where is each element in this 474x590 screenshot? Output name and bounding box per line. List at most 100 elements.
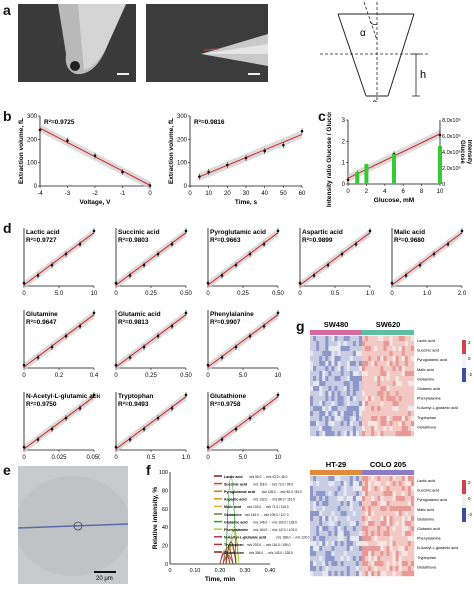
d5-xtick-label: 0 (22, 373, 26, 379)
g-heat-cell (334, 526, 338, 532)
g-heat-cell (319, 341, 323, 347)
g-heat-cell (407, 416, 412, 422)
g-heat-cell (398, 336, 402, 342)
g-heat-cell (383, 571, 387, 577)
g-heat-cell (340, 341, 344, 347)
g-heat-cell (346, 426, 350, 432)
g-heat-cell (389, 341, 393, 347)
g-heat-cell (319, 566, 323, 572)
g-heat-cell (377, 426, 381, 432)
g-heat-cell (392, 361, 396, 367)
g-heat-cell (337, 381, 341, 387)
g-heat-cell (328, 391, 332, 397)
g-heat-cell (395, 536, 399, 542)
g-heat-cell (401, 486, 406, 492)
g-heat-cell (407, 361, 412, 367)
g-heat-cell (325, 476, 329, 482)
g-heat-cell (386, 376, 390, 382)
g-heat-cell (368, 526, 372, 532)
g-heat-cell (383, 481, 387, 487)
g-heat-cell (319, 426, 323, 432)
g-heat-cell (386, 521, 390, 527)
g-heat-cell (365, 341, 369, 347)
g-heat-cell (346, 431, 350, 437)
g-heat-cell (404, 486, 409, 492)
g-heat-cell (349, 376, 354, 382)
g-heat-cell (362, 376, 366, 382)
g-heat-cell (325, 386, 329, 392)
g-heat-cell (316, 511, 320, 517)
d7-data-point (248, 334, 252, 338)
g-heat-cell (374, 426, 378, 432)
g-heat-cell (389, 536, 393, 542)
g-heat-cell (404, 391, 409, 397)
g-heat-cell (346, 396, 350, 402)
d10-data-point (276, 393, 280, 397)
g-heat-cell (343, 421, 347, 427)
g-heat-cell (410, 496, 415, 502)
g-heat-cell (383, 336, 387, 342)
g-heat-cell (404, 551, 409, 557)
g-heat-cell (374, 496, 378, 502)
g-heat-cell (410, 411, 415, 417)
g-heat-cell (352, 486, 357, 492)
g-heat-cell (377, 386, 381, 392)
g-heat-cell (334, 426, 338, 432)
g-heat-cell (325, 421, 329, 427)
scale-bar-1 (117, 73, 129, 75)
g-heat-cell (392, 551, 396, 557)
g-heat-cell (337, 371, 341, 377)
g-heat-cell (340, 426, 344, 432)
g-heat-cell (365, 541, 369, 547)
g-heat-cell (383, 431, 387, 437)
g-heat-cell (343, 376, 347, 382)
g-heat-cell (349, 406, 354, 412)
f-legend-mz: m/z 146.0 → m/z 102.0 / 128.0 (253, 520, 297, 524)
g-heat-cell (319, 536, 323, 542)
g-heat-cell (371, 536, 375, 542)
g-heat-cell (319, 516, 323, 522)
g-heat-cell (334, 366, 338, 372)
g-heat-cell (358, 401, 363, 407)
g-heat-cell (334, 421, 338, 427)
g-heat-cell (358, 551, 363, 557)
g-heat-cell (404, 406, 409, 412)
g-heat-cell (365, 406, 369, 412)
g-heat-cell (386, 421, 390, 427)
g-heat-cell (380, 346, 384, 352)
g-heat-cell (389, 551, 393, 557)
c-xtick-label: 4 (383, 189, 387, 195)
g-heat-cell (331, 416, 335, 422)
g-heat-cell (407, 476, 412, 482)
d0-data-point (50, 263, 54, 267)
g-heat-cell (325, 571, 329, 577)
g-heat-cell (401, 541, 406, 547)
g-heat-cell (337, 386, 341, 392)
g-heat-cell (331, 561, 335, 567)
g-heat-cell (404, 571, 409, 577)
g-heat-cell (377, 431, 381, 437)
d1-data-point (156, 252, 160, 256)
d7-data-point (276, 311, 280, 315)
g-heat-cell (368, 381, 372, 387)
g-heat-cell (365, 401, 369, 407)
g-heat-cell (328, 561, 332, 567)
g-heat-cell (395, 391, 399, 397)
g-heat-cell (392, 566, 396, 572)
g-row-label: Lactic acid (417, 339, 435, 343)
g-heat-cell (358, 531, 363, 537)
g-heat-cell (362, 371, 366, 377)
g-heat-cell (362, 356, 366, 362)
g-heat-cell (358, 381, 363, 387)
b2-data-point (226, 163, 229, 167)
g-heat-cell (374, 486, 378, 492)
g-heat-cell (313, 561, 317, 567)
g-heat-cell (407, 386, 412, 392)
d2-xtick-label: 0 (206, 291, 210, 297)
g-heat-cell (352, 361, 357, 367)
g-heat-cell (380, 541, 384, 547)
g-heat-cell (368, 351, 372, 357)
